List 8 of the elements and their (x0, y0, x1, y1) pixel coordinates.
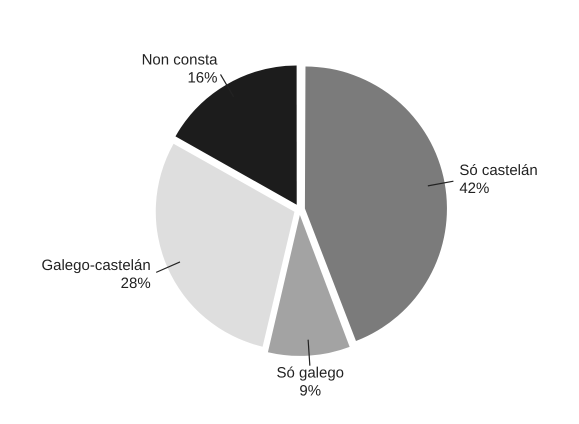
slice-label: Galego-castelán (41, 256, 151, 274)
data-label: 42% (459, 180, 490, 198)
data-label: 16% (187, 69, 218, 86)
data-label: 28% (120, 274, 151, 292)
slice-label: Só galego (276, 364, 344, 382)
slice-label: Só castelán (459, 162, 538, 180)
data-label: 9% (299, 382, 322, 400)
slice-label: Non consta (142, 51, 218, 68)
